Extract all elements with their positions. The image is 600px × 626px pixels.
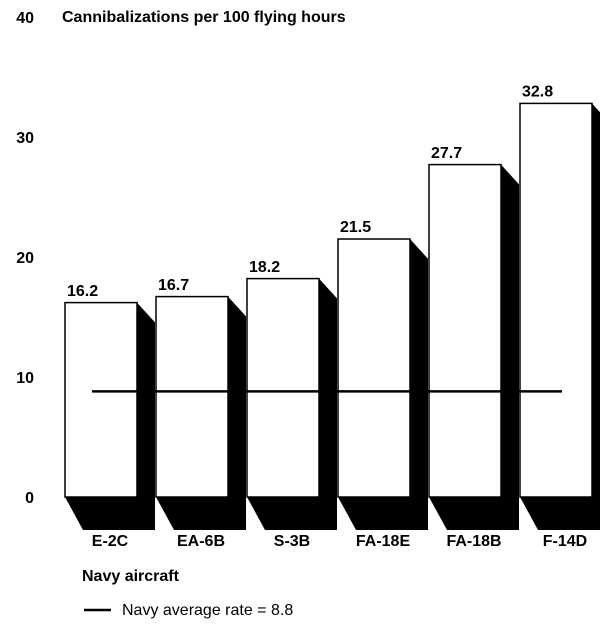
bar — [519, 102, 593, 498]
y-tick-label: 10 — [16, 370, 34, 387]
value-label: 21.5 — [340, 219, 371, 236]
x-tick-label: FA-18E — [356, 533, 411, 550]
y-tick-label: 40 — [16, 10, 34, 27]
value-label: 16.7 — [158, 277, 189, 294]
value-label: 32.8 — [522, 84, 553, 101]
bar — [428, 163, 502, 498]
y-tick-label: 0 — [25, 490, 34, 507]
value-label: 16.2 — [67, 283, 98, 300]
x-axis-label: Navy aircraft — [82, 568, 180, 585]
bar — [246, 277, 320, 498]
value-label: 18.2 — [249, 259, 280, 276]
x-tick-label: E-2C — [92, 533, 129, 550]
legend-label: Navy average rate = 8.8 — [122, 602, 293, 619]
y-tick-label: 30 — [16, 130, 34, 147]
bar — [64, 301, 138, 498]
x-tick-label: FA-18B — [446, 533, 501, 550]
y-tick-label: 20 — [16, 250, 34, 267]
x-tick-label: S-3B — [274, 533, 310, 550]
x-tick-label: EA-6B — [177, 533, 225, 550]
bar — [155, 295, 229, 498]
bar — [337, 238, 411, 498]
x-tick-label: F-14D — [543, 533, 587, 550]
value-label: 27.7 — [431, 145, 462, 162]
chart-title: Cannibalizations per 100 flying hours — [62, 9, 346, 26]
